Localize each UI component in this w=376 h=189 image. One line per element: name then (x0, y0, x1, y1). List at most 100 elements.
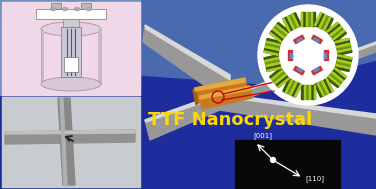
Polygon shape (265, 57, 279, 62)
Bar (41, 29, 44, 84)
Bar (36, 9, 106, 19)
Polygon shape (321, 81, 329, 94)
Polygon shape (335, 39, 350, 46)
Polygon shape (311, 12, 312, 26)
Polygon shape (283, 17, 293, 31)
Polygon shape (276, 76, 289, 88)
Polygon shape (309, 84, 310, 98)
Polygon shape (301, 84, 305, 98)
Polygon shape (333, 68, 346, 80)
Polygon shape (333, 30, 345, 40)
Circle shape (270, 157, 276, 163)
Text: TTF Nanocrystal: TTF Nanocrystal (148, 111, 312, 129)
Polygon shape (292, 83, 302, 97)
Ellipse shape (41, 77, 101, 91)
Polygon shape (319, 15, 326, 28)
Bar (63, 19, 79, 27)
Polygon shape (311, 84, 315, 98)
Polygon shape (273, 72, 286, 84)
Polygon shape (336, 64, 350, 69)
Polygon shape (330, 72, 343, 84)
Polygon shape (266, 39, 281, 46)
Polygon shape (297, 38, 302, 42)
Polygon shape (306, 84, 310, 98)
Polygon shape (324, 53, 326, 57)
Polygon shape (200, 86, 250, 99)
Polygon shape (264, 48, 279, 55)
Polygon shape (317, 83, 324, 96)
Polygon shape (314, 84, 315, 98)
Polygon shape (336, 43, 350, 48)
Polygon shape (271, 70, 283, 80)
Polygon shape (294, 84, 302, 97)
Polygon shape (306, 12, 310, 26)
Polygon shape (143, 25, 230, 97)
Bar (2, 2, 140, 95)
Polygon shape (312, 35, 322, 44)
Polygon shape (326, 79, 333, 92)
Ellipse shape (50, 8, 56, 11)
Polygon shape (287, 81, 297, 95)
Polygon shape (301, 12, 302, 26)
Polygon shape (264, 51, 278, 55)
Polygon shape (274, 74, 286, 84)
Polygon shape (270, 68, 283, 80)
Polygon shape (323, 17, 333, 31)
Polygon shape (5, 130, 135, 144)
Polygon shape (324, 50, 328, 60)
Polygon shape (145, 95, 216, 122)
Polygon shape (337, 60, 351, 64)
Polygon shape (332, 72, 343, 81)
Ellipse shape (74, 8, 79, 11)
Polygon shape (266, 64, 281, 71)
Polygon shape (314, 83, 324, 97)
Polygon shape (60, 98, 67, 185)
Polygon shape (265, 43, 280, 50)
Polygon shape (266, 62, 280, 67)
Polygon shape (0, 0, 140, 95)
Circle shape (258, 5, 358, 105)
Polygon shape (327, 22, 338, 32)
Polygon shape (327, 22, 340, 34)
Polygon shape (314, 13, 321, 26)
Bar (61, 27, 81, 77)
Ellipse shape (62, 8, 68, 11)
Polygon shape (301, 12, 305, 26)
Polygon shape (292, 13, 302, 27)
Polygon shape (265, 60, 280, 67)
Polygon shape (215, 93, 376, 118)
Polygon shape (215, 91, 228, 97)
Circle shape (304, 51, 312, 59)
Polygon shape (266, 41, 280, 46)
Polygon shape (267, 67, 281, 71)
Polygon shape (323, 17, 331, 30)
Polygon shape (140, 0, 376, 85)
Polygon shape (277, 78, 289, 88)
Polygon shape (58, 98, 75, 185)
Polygon shape (314, 38, 319, 42)
Polygon shape (283, 18, 290, 31)
Polygon shape (200, 86, 252, 109)
Polygon shape (319, 81, 329, 95)
Bar (235, 140, 340, 188)
Polygon shape (193, 88, 198, 105)
Polygon shape (290, 82, 297, 95)
Bar (51, 3, 61, 9)
Polygon shape (287, 16, 294, 29)
Text: [110]: [110] (305, 175, 324, 182)
Bar (98, 29, 101, 84)
Polygon shape (337, 48, 351, 53)
Polygon shape (314, 68, 319, 72)
Polygon shape (314, 13, 324, 27)
Text: [001]: [001] (253, 132, 272, 139)
Polygon shape (145, 25, 230, 80)
Polygon shape (264, 55, 279, 62)
Polygon shape (306, 12, 307, 26)
Polygon shape (225, 42, 376, 105)
Polygon shape (335, 64, 350, 71)
Polygon shape (311, 12, 315, 26)
Polygon shape (273, 26, 286, 38)
Polygon shape (337, 48, 352, 55)
Polygon shape (285, 80, 293, 93)
Polygon shape (290, 53, 292, 57)
